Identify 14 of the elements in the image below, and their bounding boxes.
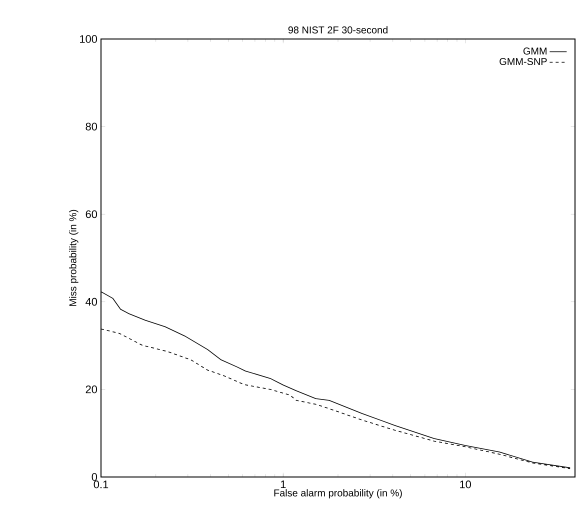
chart-title: 98 NIST 2F 30-second (288, 26, 388, 34)
x-tick-label: 10 (460, 480, 471, 488)
x-axis-title: False alarm probability (in %) (274, 489, 402, 498)
legend-label: GMM (523, 48, 546, 55)
y-axis-title: Miss probability (in %) (69, 210, 78, 306)
x-tick-label: 1 (280, 480, 286, 488)
y-tick-label: 100 (80, 35, 98, 43)
y-tick-label: 40 (86, 298, 98, 306)
y-tick-label: 80 (86, 122, 98, 130)
y-tick-label: 20 (86, 386, 98, 394)
x-tick-label: 0.1 (94, 480, 108, 488)
y-tick-label: 60 (86, 210, 98, 218)
y-tick-label: 0 (92, 473, 98, 481)
legend-label: GMM-SNP (500, 58, 547, 66)
